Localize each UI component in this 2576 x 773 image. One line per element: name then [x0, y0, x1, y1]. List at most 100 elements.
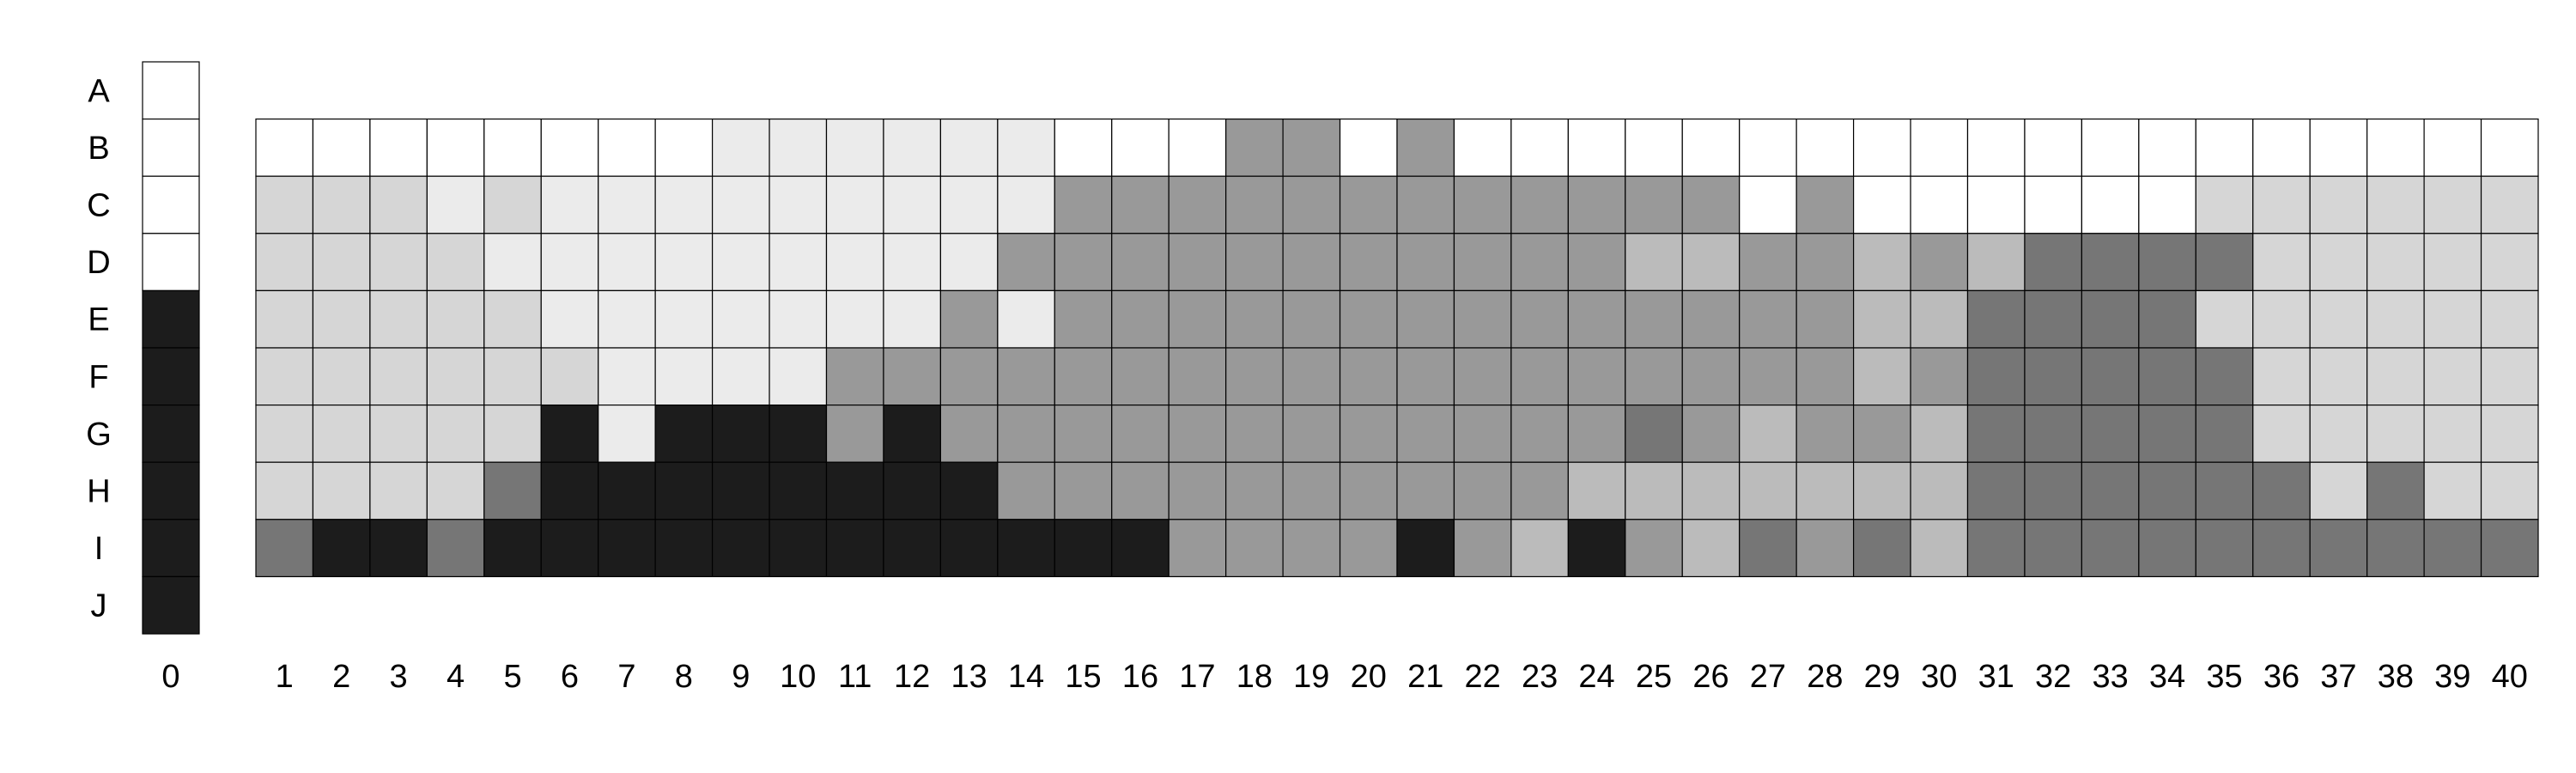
- cell-H-8: [654, 461, 714, 520]
- cell-I-36: [2252, 519, 2311, 577]
- cell-G-22: [1453, 405, 1512, 463]
- cell-H-23: [1510, 461, 1569, 520]
- cell-H-32: [2024, 461, 2082, 520]
- cell-D-10: [769, 233, 828, 291]
- cell-I-16: [1111, 519, 1170, 577]
- cell-C-29: [1853, 175, 1911, 234]
- cell-I-13: [939, 519, 999, 577]
- cell-G-31: [1966, 405, 2026, 463]
- cell-H-9: [711, 461, 770, 520]
- cell-I-23: [1510, 519, 1569, 577]
- cell-F-6: [540, 347, 599, 406]
- cell-G-26: [1681, 405, 1741, 463]
- cell-H-1: [255, 461, 314, 520]
- cell-F-5: [483, 347, 542, 406]
- cell-B-10: [769, 119, 828, 177]
- cell-B-18: [1225, 119, 1284, 177]
- cell-F-8: [654, 347, 714, 406]
- cell-E-21: [1396, 289, 1455, 349]
- cell-I-14: [997, 519, 1055, 577]
- cell-I-11: [825, 519, 884, 577]
- cell-B-31: [1966, 119, 2026, 177]
- cell-H-37: [2309, 461, 2368, 520]
- cell-I-30: [1910, 519, 1969, 577]
- cell-I-28: [1795, 519, 1855, 577]
- cell-D-8: [654, 233, 714, 291]
- column-label-37: 37: [2320, 659, 2356, 695]
- column-label-32: 32: [2035, 659, 2071, 695]
- cell-H-10: [769, 461, 828, 520]
- cell-D-40: [2480, 233, 2539, 291]
- cell-F-9: [711, 347, 770, 406]
- column-label-8: 8: [675, 659, 693, 695]
- cell-F-38: [2366, 347, 2425, 406]
- cell-H-29: [1853, 461, 1911, 520]
- column-label-34: 34: [2149, 659, 2185, 695]
- column-label-17: 17: [1179, 659, 1215, 695]
- cell-E-24: [1567, 289, 1626, 349]
- cell-H-24: [1567, 461, 1626, 520]
- cell-I-20: [1339, 519, 1398, 577]
- cell-B-38: [2366, 119, 2425, 177]
- cell-D-2: [312, 233, 371, 291]
- column-label-27: 27: [1750, 659, 1786, 695]
- cell-D-17: [1168, 233, 1227, 291]
- cell-B-24: [1567, 119, 1626, 177]
- column-label-14: 14: [1008, 659, 1044, 695]
- cell-B-39: [2423, 119, 2482, 177]
- cell-H-40: [2480, 461, 2539, 520]
- cell-C-19: [1282, 175, 1341, 234]
- cell-C-13: [939, 175, 999, 234]
- cell-H-6: [540, 461, 599, 520]
- cell-C-39: [2423, 175, 2482, 234]
- column-label-20: 20: [1351, 659, 1387, 695]
- cell-E-10: [769, 289, 828, 349]
- cell-D-6: [540, 233, 599, 291]
- cell-B-29: [1853, 119, 1911, 177]
- cell-E-36: [2252, 289, 2311, 349]
- cell-B-33: [2081, 119, 2140, 177]
- cell-I-35: [2195, 519, 2254, 577]
- cell-G-8: [654, 405, 714, 463]
- cell-C-2: [312, 175, 371, 234]
- cell-E-12: [883, 289, 941, 349]
- cell-I-19: [1282, 519, 1341, 577]
- cell-F-11: [825, 347, 884, 406]
- cell-G-2: [312, 405, 371, 463]
- cell-I-15: [1054, 519, 1113, 577]
- cell-E-8: [654, 289, 714, 349]
- row-label-J: J: [91, 588, 107, 624]
- row-label-H: H: [87, 474, 110, 510]
- cell-F-28: [1795, 347, 1855, 406]
- column-label-10: 10: [780, 659, 816, 695]
- cell-E-4: [426, 289, 485, 349]
- cell-H-31: [1966, 461, 2026, 520]
- cell-C-8: [654, 175, 714, 234]
- cell-C-3: [369, 175, 428, 234]
- cell-D-3: [369, 233, 428, 291]
- cell-E-1: [255, 289, 314, 349]
- cell-C-17: [1168, 175, 1227, 234]
- column-label-31: 31: [1978, 659, 2014, 695]
- cell-E-13: [939, 289, 999, 349]
- cell-I-31: [1966, 519, 2026, 577]
- cell-I-38: [2366, 519, 2425, 577]
- cell-D-15: [1054, 233, 1113, 291]
- cell-H-7: [598, 461, 656, 520]
- cell-D-32: [2024, 233, 2082, 291]
- cell-B-21: [1396, 119, 1455, 177]
- cell-D-29: [1853, 233, 1911, 291]
- cell-C-16: [1111, 175, 1170, 234]
- cell-G-11: [825, 405, 884, 463]
- cell-G-27: [1739, 405, 1797, 463]
- cell-E-18: [1225, 289, 1284, 349]
- cell-B-11: [825, 119, 884, 177]
- cell-C-7: [598, 175, 656, 234]
- cell-E-23: [1510, 289, 1569, 349]
- cell-I-37: [2309, 519, 2368, 577]
- cell-H-21: [1396, 461, 1455, 520]
- cell-C-25: [1625, 175, 1683, 234]
- cell-I-25: [1625, 519, 1683, 577]
- cell-G-18: [1225, 405, 1284, 463]
- cell-I-1: [255, 519, 314, 577]
